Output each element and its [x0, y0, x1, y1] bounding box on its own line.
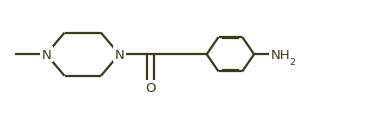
Text: O: O	[145, 81, 156, 94]
Text: N: N	[114, 48, 124, 61]
Text: 2: 2	[290, 57, 295, 66]
Text: NH: NH	[270, 48, 290, 61]
Text: N: N	[41, 48, 51, 61]
